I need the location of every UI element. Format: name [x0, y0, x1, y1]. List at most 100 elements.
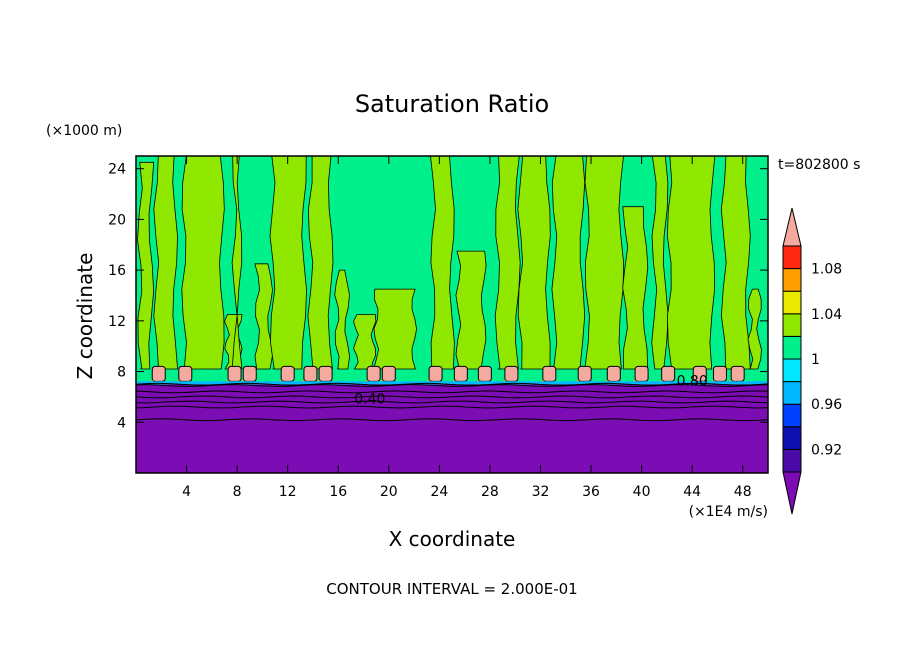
peak-cell [178, 365, 193, 382]
contour-line [136, 418, 768, 422]
x-tick-label: 8 [233, 484, 242, 500]
x-tick-label: 28 [481, 484, 499, 500]
supersat-column [373, 288, 418, 370]
supersat-column [269, 156, 307, 370]
plot-area [136, 156, 768, 473]
peak-cell [477, 365, 492, 382]
supersaturated-columns [137, 156, 762, 370]
x-tick-label: 32 [532, 484, 550, 500]
supersat-column [551, 156, 586, 370]
supersat-column [455, 250, 487, 370]
supersat-column [231, 156, 243, 370]
contour-line [136, 390, 768, 394]
peak-cell [730, 365, 745, 382]
colorbar-segment [782, 313, 802, 337]
contour-label: 0.80 [677, 374, 708, 390]
colorbar-tick-label: 1 [811, 352, 820, 368]
contour-line [136, 395, 768, 399]
colorbar: 0.92 0.96 1 1.04 1.08 [782, 207, 842, 515]
contour-line [136, 384, 768, 387]
colorbar-segment [782, 381, 802, 405]
y-tick-label: 20 [108, 212, 126, 228]
peak-cell [280, 365, 295, 382]
peak-cell [453, 365, 468, 382]
subsaturated-region [136, 384, 768, 473]
x-tick-label: 4 [182, 484, 191, 500]
contour-interval-note: CONTOUR INTERVAL = 2.000E-01 [326, 580, 577, 598]
colorbar-under-arrow [782, 471, 802, 515]
supersat-column [353, 314, 377, 370]
colorbar-tick-label: 0.96 [811, 397, 842, 413]
y-tick-label: 16 [108, 263, 126, 279]
x-tick-label: 48 [734, 484, 752, 500]
colorbar-segment [782, 448, 802, 473]
contour-labels: 0.40 0.80 [354, 374, 707, 408]
supersat-column [307, 156, 334, 370]
colorbar-segment [782, 426, 802, 450]
supersat-column [720, 156, 751, 370]
x-tick-label: 20 [380, 484, 398, 500]
moist-edge-band [136, 381, 768, 385]
peak-cell [661, 365, 676, 382]
peak-cell [242, 365, 257, 382]
peak-cell [542, 365, 557, 382]
supersat-column [622, 206, 649, 370]
peak-cell [151, 365, 166, 382]
colorbar-segment [782, 358, 802, 383]
colorbar-tick-label: 1.08 [811, 262, 842, 278]
x-tick-label: 12 [279, 484, 297, 500]
x-tick-label: 16 [329, 484, 347, 500]
supersat-column [584, 156, 625, 370]
peak-cell [577, 365, 592, 382]
colorbar-segment [782, 245, 802, 270]
colorbar-tick-label: 1.04 [811, 307, 842, 323]
y-axis-label: Z coordinate [73, 253, 97, 380]
peak-cell [606, 365, 621, 382]
supersat-column [430, 156, 455, 370]
colorbar-segment [782, 335, 802, 360]
peak-cell [227, 365, 242, 382]
x-tick-label: 44 [683, 484, 701, 500]
peak-cell [634, 365, 649, 382]
x-tick-label: 36 [582, 484, 600, 500]
plot-frame [135, 155, 769, 474]
colorbar-over-arrow [782, 207, 802, 247]
supersat-column [334, 269, 351, 370]
supersat-column [181, 156, 225, 370]
colorbar-tick-label: 0.92 [811, 442, 842, 458]
supersat-column [137, 161, 155, 370]
colorbar-segment [782, 290, 802, 315]
peak-cell [504, 365, 519, 382]
y-tick-label: 24 [108, 162, 126, 178]
peak-cell [303, 365, 318, 382]
y-axis: 4 8 12 16 20 24 [108, 162, 768, 431]
x-axis: 4 8 12 16 20 24 28 32 36 40 44 48 [182, 156, 752, 500]
y-tick-label: 4 [117, 415, 126, 431]
contour-bands [136, 381, 768, 422]
peak-cells [150, 365, 745, 385]
peak-cell [366, 365, 381, 382]
peak-cell [318, 365, 333, 382]
chart-title: Saturation Ratio [355, 90, 549, 118]
peak-cell [428, 365, 443, 382]
supersat-column [494, 156, 521, 370]
peak-cell [712, 365, 727, 382]
y-tick-label: 12 [108, 314, 126, 330]
supersat-column [153, 156, 179, 370]
supersat-column [517, 156, 551, 370]
colorbar-segment [782, 268, 802, 292]
supersat-column [666, 156, 716, 370]
peak-cell [381, 365, 396, 382]
contour-line [136, 400, 768, 404]
x-unit-label: (×1E4 m/s) [689, 504, 768, 520]
x-tick-label: 40 [633, 484, 651, 500]
contour-line [136, 405, 768, 409]
contour-label: 0.40 [354, 391, 385, 407]
x-tick-label: 24 [430, 484, 448, 500]
supersat-column [747, 288, 762, 370]
colorbar-segment [782, 403, 802, 428]
x-axis-label: X coordinate [389, 527, 516, 551]
y-unit-label: (×1000 m) [46, 123, 122, 139]
y-tick-label: 8 [117, 365, 126, 381]
